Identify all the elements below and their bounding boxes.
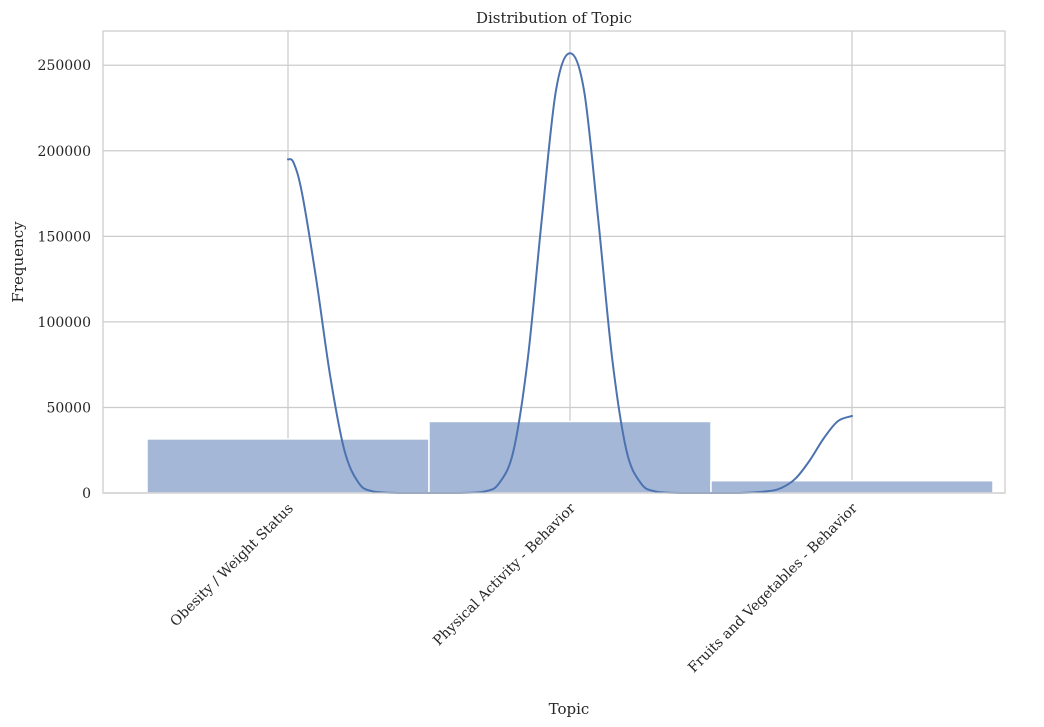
grid [103, 31, 1005, 494]
x-tick-label: Physical Activity - Behavior [430, 500, 579, 649]
y-tick-label: 50000 [46, 400, 91, 416]
y-tick-label: 150000 [38, 229, 91, 245]
kde-line [287, 52, 853, 495]
bar [428, 420, 712, 494]
y-tick-labels: 0 50000 100000 150000 200000 250000 [38, 58, 91, 502]
x-tick-label: Obesity / Weight Status [167, 501, 296, 630]
y-tick-label: 100000 [38, 315, 91, 331]
y-tick-label: 200000 [38, 144, 91, 160]
x-tick-label: Fruits and Vegetables - Behavior [685, 500, 861, 676]
y-tick-label: 250000 [38, 58, 91, 74]
x-axis-label: Topic [549, 700, 590, 718]
chart-title: Distribution of Topic [476, 9, 632, 27]
x-tick-labels: Obesity / Weight Status Physical Activity… [167, 500, 861, 676]
bar [146, 438, 430, 494]
bar [710, 479, 994, 494]
y-axis-label: Frequency [9, 221, 27, 303]
y-tick-label: 0 [82, 486, 91, 502]
bars [146, 420, 994, 494]
plot-frame [102, 30, 1006, 494]
kde-curve [287, 52, 853, 495]
